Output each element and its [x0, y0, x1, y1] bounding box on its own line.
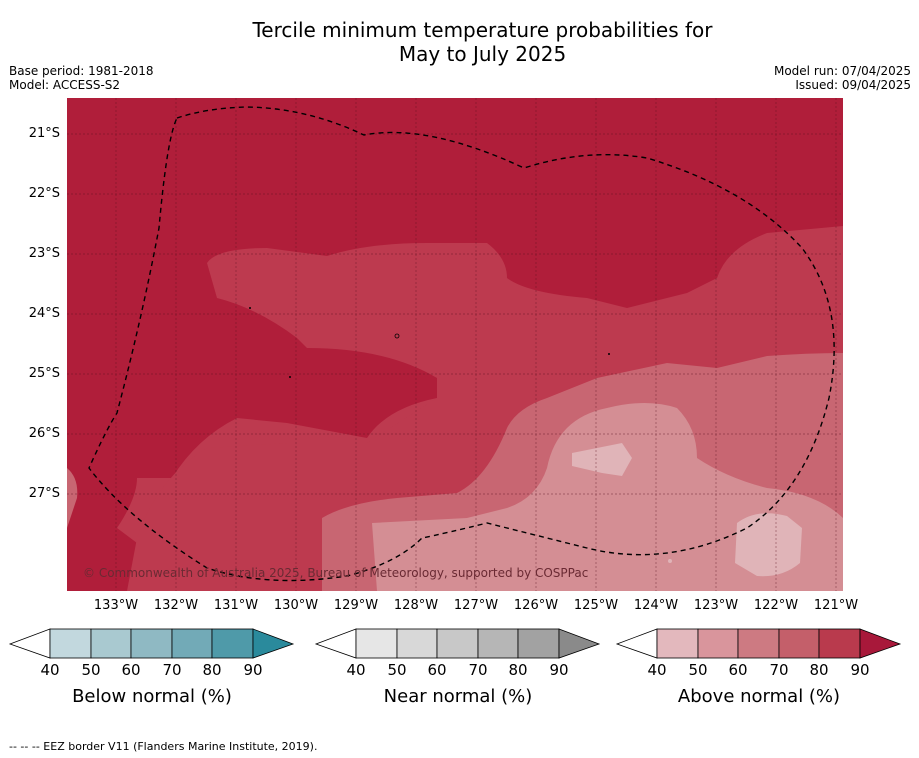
near-tick: 40	[346, 661, 366, 679]
metadata-left: Base period: 1981-2018 Model: ACCESS-S2	[9, 64, 154, 92]
near-tick: 90	[549, 661, 569, 679]
base-period: Base period: 1981-2018	[9, 64, 154, 78]
above-60-region	[372, 403, 843, 591]
lat-label: 27°S	[28, 486, 60, 501]
below-tick: 80	[202, 661, 222, 679]
above-tick: 90	[850, 661, 870, 679]
lon-label: 124°W	[633, 598, 679, 613]
below-tick: 40	[40, 661, 60, 679]
model-run: Model run: 07/04/2025	[773, 64, 911, 78]
map-title: Tercile minimum temperature probabilitie…	[0, 18, 919, 66]
lon-label: 130°W	[273, 598, 319, 613]
lat-label: 23°S	[28, 246, 60, 261]
metadata-right: Model run: 07/04/2025 Issued: 09/04/2025	[774, 64, 911, 92]
below-tick: 60	[121, 661, 141, 679]
near-tick: 70	[468, 661, 488, 679]
map-copyright: © Commonwealth of Australia 2025, Bureau…	[83, 566, 588, 580]
lon-label: 132°W	[153, 598, 199, 613]
island-marker	[668, 559, 672, 563]
above-tick: 70	[769, 661, 789, 679]
lon-label: 125°W	[573, 598, 619, 613]
title-line-1: Tercile minimum temperature probabilitie…	[252, 18, 713, 42]
below-tick: 70	[162, 661, 182, 679]
above-tick: 50	[688, 661, 708, 679]
graticule	[67, 98, 843, 591]
above-70-left	[67, 468, 78, 528]
probability-map: © Commonwealth of Australia 2025, Bureau…	[67, 98, 843, 591]
above-tick: 40	[647, 661, 667, 679]
lon-label: 131°W	[213, 598, 259, 613]
model-name: Model: ACCESS-S2	[9, 78, 121, 92]
above-normal-label: Above normal (%)	[677, 686, 841, 707]
above-50-patch-2	[735, 513, 802, 577]
near-tick: 60	[427, 661, 447, 679]
lat-label: 24°S	[28, 306, 60, 321]
lat-label: 21°S	[28, 126, 60, 141]
colorbars-svg	[8, 628, 902, 659]
lon-label: 122°W	[753, 598, 799, 613]
lat-label: 22°S	[28, 186, 60, 201]
lon-label: 123°W	[693, 598, 739, 613]
below-tick: 50	[81, 661, 101, 679]
eez-legend-note: -- -- -- EEZ border V11 (Flanders Marine…	[9, 740, 318, 753]
eez-border	[88, 106, 835, 582]
lon-label: 126°W	[513, 598, 559, 613]
above-tick: 80	[809, 661, 829, 679]
lon-label: 128°W	[393, 598, 439, 613]
below-normal-label: Below normal (%)	[72, 686, 232, 707]
lat-label: 26°S	[28, 426, 60, 441]
below-normal-colorbar	[8, 628, 295, 659]
island-marker	[249, 307, 251, 309]
lon-label: 127°W	[453, 598, 499, 613]
map-svg: © Commonwealth of Australia 2025, Bureau…	[67, 98, 843, 591]
above-tick: 60	[728, 661, 748, 679]
lat-label: 25°S	[28, 366, 60, 381]
title-line-2: May to July 2025	[398, 42, 567, 66]
below-tick: 90	[243, 661, 263, 679]
lon-label: 129°W	[333, 598, 379, 613]
near-tick: 80	[508, 661, 528, 679]
lon-label: 133°W	[93, 598, 139, 613]
above-50-patch-1	[572, 443, 632, 476]
near-normal-colorbar	[314, 628, 601, 659]
near-normal-label: Near normal (%)	[383, 686, 533, 707]
lon-label: 121°W	[813, 598, 859, 613]
above-normal-colorbar	[615, 628, 902, 659]
island-marker	[394, 333, 400, 339]
island-marker	[608, 353, 610, 355]
issued-date: Issued: 09/04/2025	[795, 78, 911, 92]
near-tick: 50	[387, 661, 407, 679]
island-marker	[289, 376, 291, 378]
